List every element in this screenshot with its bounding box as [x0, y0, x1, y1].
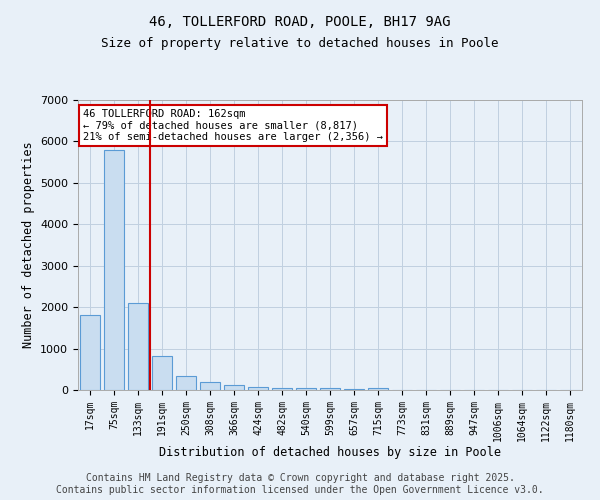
X-axis label: Distribution of detached houses by size in Poole: Distribution of detached houses by size … — [159, 446, 501, 460]
Bar — [344, 389, 364, 390]
Text: Contains HM Land Registry data © Crown copyright and database right 2025.
Contai: Contains HM Land Registry data © Crown c… — [56, 474, 544, 495]
Bar — [176, 376, 196, 390]
Bar — [272, 388, 292, 390]
Bar — [320, 388, 340, 390]
Bar — [200, 382, 220, 390]
Bar — [296, 388, 316, 390]
Text: Size of property relative to detached houses in Poole: Size of property relative to detached ho… — [101, 38, 499, 51]
Text: 46 TOLLERFORD ROAD: 162sqm
← 79% of detached houses are smaller (8,817)
21% of s: 46 TOLLERFORD ROAD: 162sqm ← 79% of deta… — [83, 108, 383, 142]
Bar — [224, 386, 244, 390]
Bar — [248, 386, 268, 390]
Y-axis label: Number of detached properties: Number of detached properties — [22, 142, 35, 348]
Bar — [80, 316, 100, 390]
Bar — [104, 150, 124, 390]
Bar — [368, 388, 388, 390]
Bar — [128, 303, 148, 390]
Bar — [152, 356, 172, 390]
Text: 46, TOLLERFORD ROAD, POOLE, BH17 9AG: 46, TOLLERFORD ROAD, POOLE, BH17 9AG — [149, 15, 451, 29]
